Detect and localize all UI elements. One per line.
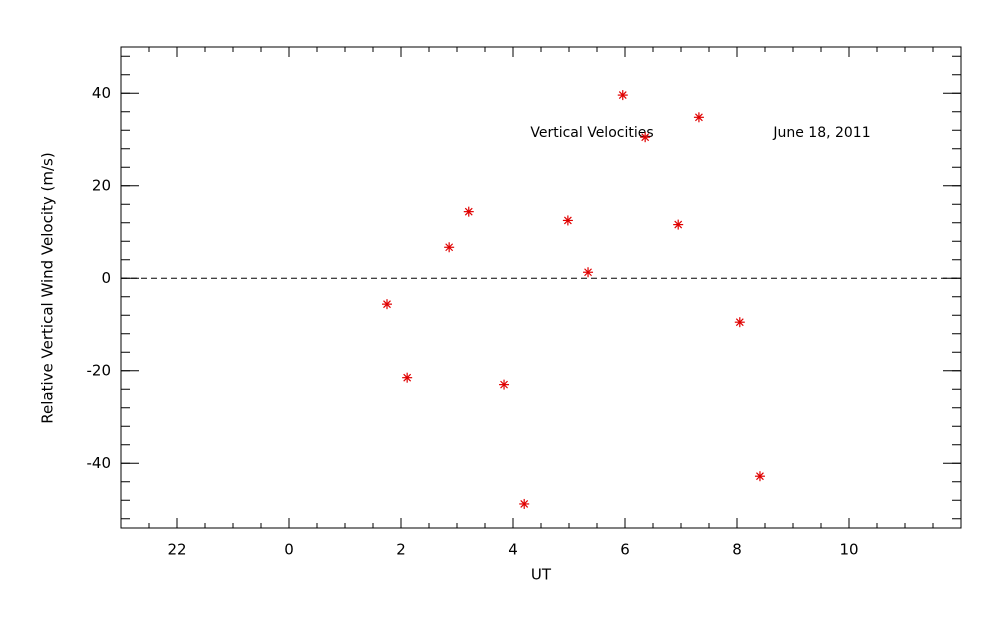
- data-point: [693, 112, 704, 123]
- data-point: [617, 90, 628, 101]
- x-tick-label: 6: [620, 541, 630, 559]
- data-point: [754, 471, 765, 482]
- y-axis-label: Relative Vertical Wind Velocity (m/s): [39, 152, 57, 423]
- data-point: [562, 215, 573, 226]
- plot-frame: [120, 46, 962, 529]
- y-tick-label: 0: [101, 269, 111, 287]
- asterisk-stroke: [464, 207, 473, 216]
- x-tick-label: 10: [839, 541, 858, 559]
- y-tick-label: 20: [92, 176, 111, 194]
- x-axis-label: UT: [531, 566, 552, 584]
- asterisk-stroke: [563, 216, 572, 225]
- asterisk-stroke: [445, 243, 454, 252]
- asterisk-stroke: [584, 268, 592, 277]
- y-tick-label: -20: [87, 361, 112, 379]
- data-point: [640, 132, 651, 143]
- x-tick-label: 2: [396, 541, 406, 559]
- x-tick-label: 4: [508, 541, 518, 559]
- data-point: [463, 206, 474, 217]
- annotation: June 18, 2011: [772, 125, 870, 141]
- data-point: [583, 267, 594, 278]
- data-point: [734, 317, 745, 328]
- asterisk-stroke: [383, 300, 391, 309]
- data-point: [382, 299, 392, 310]
- asterisk-stroke: [618, 91, 627, 100]
- asterisk-stroke: [756, 472, 764, 481]
- x-tick-label: 0: [284, 541, 294, 559]
- asterisk-stroke: [500, 380, 508, 389]
- data-point: [519, 498, 530, 509]
- asterisk-stroke: [403, 373, 412, 382]
- asterisk-stroke: [520, 500, 529, 508]
- data-point: [499, 379, 510, 390]
- asterisk-stroke: [674, 220, 683, 229]
- data-point: [402, 372, 413, 383]
- data-point: [444, 242, 455, 253]
- annotation: Vertical Velocities: [530, 125, 653, 141]
- data-point: [673, 219, 684, 230]
- asterisk-stroke: [641, 133, 650, 142]
- y-tick-label: 40: [92, 84, 111, 102]
- asterisk-stroke: [694, 113, 703, 122]
- x-tick-label: 22: [167, 541, 186, 559]
- x-tick-label: 8: [732, 541, 742, 559]
- y-tick-label: -40: [87, 454, 112, 472]
- asterisk-stroke: [735, 318, 744, 327]
